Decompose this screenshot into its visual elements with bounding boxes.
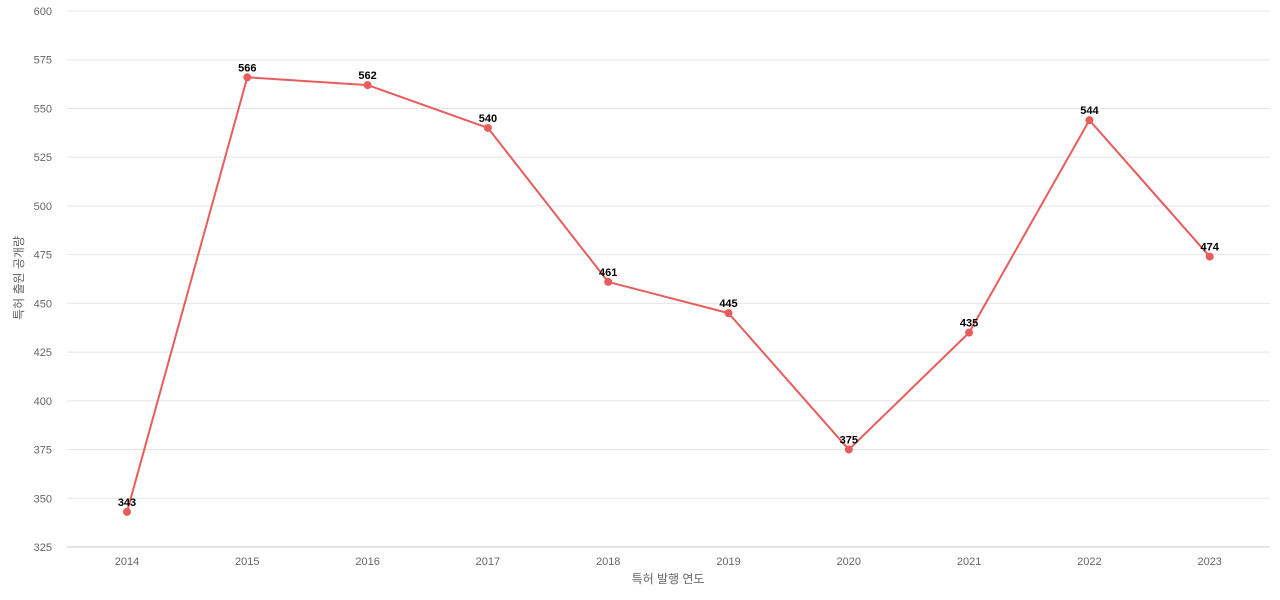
y-tick-label: 350 bbox=[34, 493, 52, 505]
y-tick-label: 575 bbox=[34, 55, 52, 67]
x-tick-label: 2023 bbox=[1197, 556, 1221, 568]
y-tick-label: 600 bbox=[34, 6, 52, 18]
y-axis-title: 특허 출원 공개량 bbox=[12, 236, 26, 320]
series-layer bbox=[123, 73, 1214, 516]
x-tick-label: 2018 bbox=[596, 556, 620, 568]
x-axis-ticks: 2014 2015 2016 2017 2018 2019 2020 2021 2022 2023 bbox=[115, 556, 1222, 568]
x-tick-label: 2015 bbox=[235, 556, 259, 568]
x-tick-label: 2017 bbox=[476, 556, 500, 568]
y-tick-label: 425 bbox=[34, 347, 52, 359]
y-tick-label: 500 bbox=[34, 201, 52, 213]
x-tick-label: 2019 bbox=[716, 556, 740, 568]
data-label: 562 bbox=[358, 70, 376, 82]
data-point bbox=[965, 328, 974, 337]
y-tick-label: 550 bbox=[34, 103, 52, 115]
data-point bbox=[724, 309, 733, 318]
data-point bbox=[483, 123, 492, 132]
x-tick-label: 2020 bbox=[837, 556, 861, 568]
data-label: 474 bbox=[1201, 242, 1220, 254]
data-labels-layer: 343 566 562 540 461 445 375 435 544 474 bbox=[118, 62, 1220, 509]
y-tick-label: 525 bbox=[34, 152, 52, 164]
x-axis-title: 특허 발행 연도 bbox=[632, 571, 705, 586]
data-point bbox=[243, 73, 252, 82]
y-tick-label: 475 bbox=[34, 250, 52, 262]
data-point bbox=[1205, 252, 1214, 261]
x-tick-label: 2014 bbox=[115, 556, 139, 568]
data-point bbox=[363, 81, 372, 90]
x-tick-label: 2022 bbox=[1077, 556, 1101, 568]
data-label: 540 bbox=[479, 113, 497, 125]
grid-layer bbox=[67, 10, 1270, 548]
data-label: 461 bbox=[599, 267, 617, 279]
data-point bbox=[123, 507, 131, 516]
y-tick-label: 400 bbox=[34, 396, 52, 408]
y-tick-label: 325 bbox=[34, 542, 52, 554]
data-label: 544 bbox=[1080, 105, 1099, 117]
data-label: 343 bbox=[118, 497, 136, 509]
data-label: 375 bbox=[840, 435, 858, 447]
y-tick-label: 375 bbox=[34, 445, 52, 457]
data-point bbox=[844, 445, 853, 454]
data-point bbox=[1085, 116, 1094, 125]
data-label: 566 bbox=[238, 62, 256, 74]
data-label: 435 bbox=[960, 318, 978, 330]
y-tick-label: 450 bbox=[34, 298, 52, 310]
x-tick-label: 2021 bbox=[957, 556, 981, 568]
y-axis-ticks: 325 350 375 400 425 450 475 500 525 550 575 600 bbox=[34, 6, 52, 554]
series-line bbox=[126, 76, 1211, 513]
data-label: 445 bbox=[719, 298, 737, 310]
x-tick-label: 2016 bbox=[355, 556, 379, 568]
data-point bbox=[604, 277, 613, 286]
